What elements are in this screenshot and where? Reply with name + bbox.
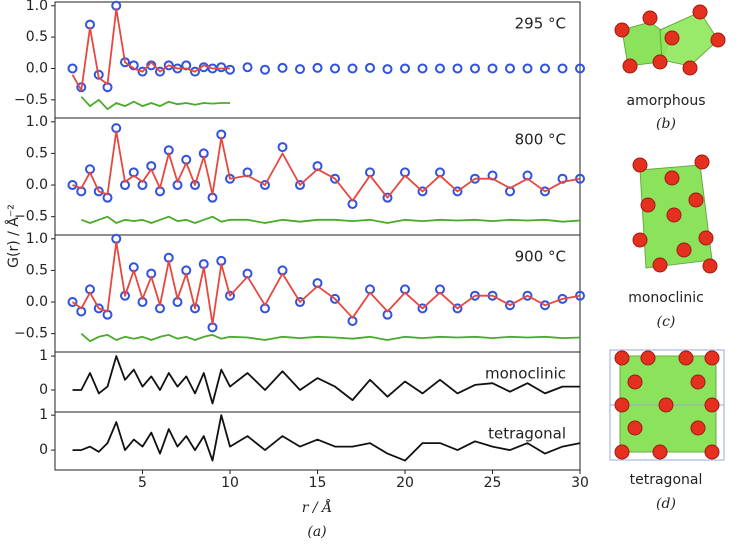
data-point bbox=[260, 180, 270, 191]
y-tick-label: 0.5 bbox=[26, 29, 48, 45]
data-point bbox=[540, 186, 550, 197]
data-point bbox=[400, 63, 410, 74]
data-point bbox=[277, 62, 288, 73]
data-point bbox=[163, 60, 174, 71]
data-line bbox=[72, 355, 580, 405]
data-line bbox=[72, 130, 581, 202]
data-point bbox=[557, 63, 568, 74]
structure-label: tetragonal bbox=[630, 472, 703, 488]
x-tick-label: 5 bbox=[138, 475, 147, 491]
data-point bbox=[225, 64, 235, 75]
data-point bbox=[487, 63, 498, 74]
structure-label: amorphous bbox=[626, 93, 705, 109]
y-tick-label: 0.0 bbox=[26, 60, 48, 76]
y-tick-label: 0.0 bbox=[26, 177, 48, 193]
data-point bbox=[452, 303, 463, 314]
x-tick-label: 30 bbox=[571, 475, 589, 491]
x-tick-label: 20 bbox=[396, 475, 414, 491]
data-point bbox=[540, 63, 550, 74]
data-point bbox=[67, 63, 78, 74]
panel-annotation: tetragonal bbox=[488, 425, 566, 443]
data-point bbox=[155, 66, 165, 77]
data-point bbox=[225, 290, 235, 301]
data-point bbox=[67, 297, 78, 308]
data-point bbox=[417, 186, 428, 197]
y-tick-label: 0.5 bbox=[26, 145, 48, 161]
data-point bbox=[575, 63, 585, 74]
data-point bbox=[93, 303, 104, 314]
data-line bbox=[80, 333, 581, 343]
panel-annotation: 900 °C bbox=[515, 248, 566, 266]
y-tick-label: 1.0 bbox=[26, 114, 48, 130]
data-point bbox=[137, 66, 148, 77]
data-point bbox=[540, 300, 550, 311]
x-tick-label: 15 bbox=[309, 475, 327, 491]
data-point bbox=[190, 180, 200, 191]
panel-annotation: 295 °C bbox=[515, 15, 566, 33]
data-line bbox=[80, 215, 581, 224]
panel-caption: (a) bbox=[307, 524, 326, 540]
x-tick-label: 10 bbox=[221, 475, 239, 491]
data-point bbox=[382, 192, 393, 203]
data-point bbox=[382, 64, 393, 75]
data-point bbox=[435, 63, 445, 74]
data-point bbox=[277, 142, 288, 153]
data-point bbox=[417, 303, 428, 314]
y-tick-label: 0 bbox=[39, 382, 48, 398]
y-tick-label: 0.5 bbox=[26, 262, 48, 278]
data-point bbox=[330, 63, 340, 74]
y-tick-label: 1.0 bbox=[26, 231, 48, 247]
data-point bbox=[452, 186, 463, 197]
y-tick-label: 1 bbox=[39, 407, 48, 423]
data-point bbox=[365, 62, 375, 73]
y-tick-label: 1.0 bbox=[26, 0, 48, 14]
y-tick-label: −0.5 bbox=[14, 209, 48, 225]
data-point bbox=[295, 180, 305, 191]
data-point bbox=[522, 63, 533, 74]
data-line bbox=[71, 8, 230, 92]
structure-caption: (c) bbox=[657, 314, 676, 330]
plot-frame bbox=[54, 234, 581, 353]
y-tick-label: −0.5 bbox=[14, 92, 48, 108]
structure-caption: (b) bbox=[656, 116, 676, 132]
data-point bbox=[522, 290, 533, 301]
data-point bbox=[216, 62, 227, 73]
data-line bbox=[71, 241, 581, 326]
structure-tetragonal bbox=[609, 349, 725, 461]
data-point bbox=[330, 173, 340, 184]
structure-caption: (d) bbox=[656, 496, 676, 512]
data-point bbox=[67, 180, 78, 191]
data-point bbox=[505, 63, 515, 74]
data-point bbox=[312, 62, 323, 73]
y-axis-label: G(r) / Å⁻² bbox=[5, 204, 22, 268]
panel-annotation: monoclinic bbox=[485, 365, 566, 383]
data-point bbox=[295, 297, 305, 308]
x-axis-label: r / Å bbox=[302, 498, 332, 516]
structure-amorphous bbox=[614, 4, 726, 76]
panel-annotation: 800 °C bbox=[515, 131, 566, 149]
data-point bbox=[330, 293, 340, 304]
y-tick-label: 0.0 bbox=[26, 294, 48, 310]
x-tick-label: 25 bbox=[484, 475, 502, 491]
data-point bbox=[295, 64, 305, 75]
structure-label: monoclinic bbox=[628, 290, 704, 306]
data-point bbox=[417, 63, 428, 74]
data-line bbox=[72, 414, 581, 462]
data-point bbox=[242, 62, 253, 73]
y-tick-label: −0.5 bbox=[14, 326, 48, 342]
data-line bbox=[80, 96, 230, 111]
data-point bbox=[505, 300, 515, 311]
data-point bbox=[452, 63, 463, 74]
plot-frame bbox=[54, 1, 581, 119]
y-tick-label: 1 bbox=[39, 348, 48, 364]
data-point bbox=[190, 66, 200, 77]
y-tick-label: 0 bbox=[39, 442, 48, 458]
data-point bbox=[470, 63, 480, 74]
structure-monoclinic bbox=[632, 154, 718, 274]
data-point bbox=[347, 63, 358, 74]
data-point bbox=[260, 64, 270, 75]
data-point bbox=[93, 186, 104, 197]
